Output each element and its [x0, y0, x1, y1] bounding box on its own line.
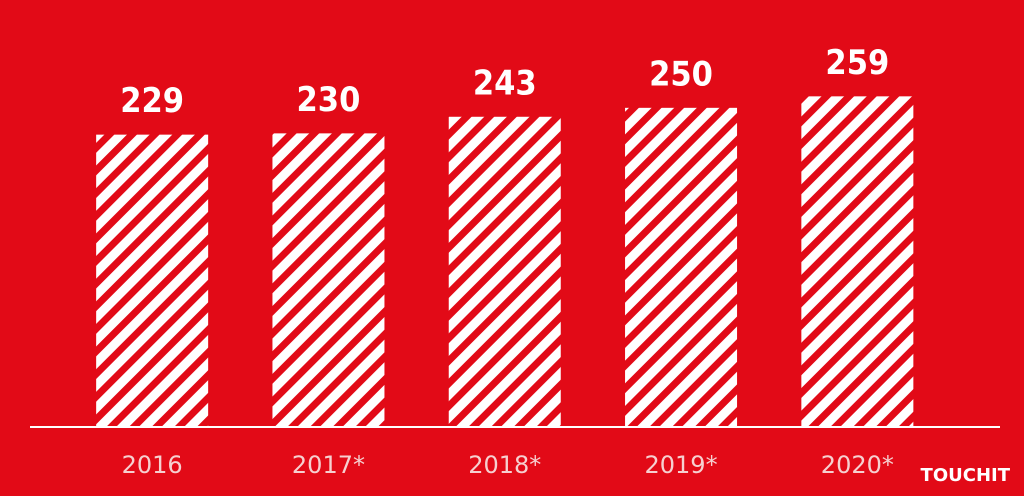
bar	[801, 96, 914, 428]
value-label: 243	[473, 63, 537, 103]
bar	[448, 116, 561, 428]
x-tick-label: 2017*	[292, 451, 365, 479]
watermark: TOUCHIT	[921, 465, 1011, 486]
value-label: 250	[649, 54, 713, 94]
x-tick-label: 2016	[122, 451, 183, 479]
x-tick-label: 2020*	[821, 451, 894, 479]
value-label: 230	[297, 80, 361, 120]
value-label: 259	[825, 43, 889, 83]
bar	[96, 134, 209, 428]
x-tick-label: 2019*	[645, 451, 718, 479]
bar	[625, 107, 738, 427]
x-tick-label: 2018*	[468, 451, 541, 479]
bar	[272, 133, 385, 427]
value-label: 229	[120, 81, 184, 121]
